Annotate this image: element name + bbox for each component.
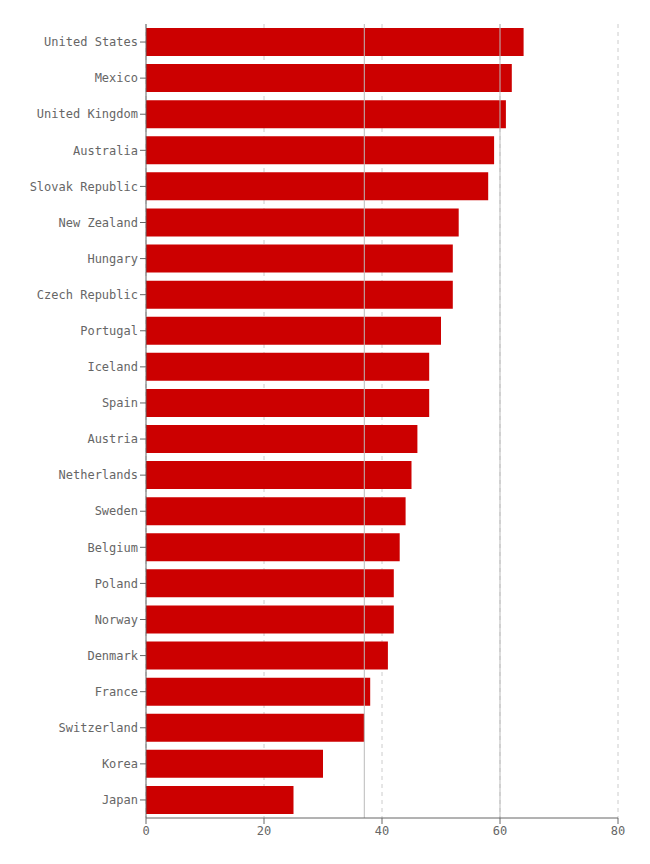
svg-text:0: 0 (142, 824, 149, 838)
svg-text:Poland: Poland (95, 577, 138, 591)
svg-text:Norway: Norway (95, 613, 138, 627)
svg-text:Japan: Japan (102, 793, 138, 807)
svg-text:Czech Republic: Czech Republic (37, 288, 138, 302)
svg-text:Spain: Spain (102, 396, 138, 410)
svg-text:Belgium: Belgium (87, 541, 138, 555)
svg-text:Austria: Austria (87, 432, 138, 446)
svg-text:Slovak Republic: Slovak Republic (30, 180, 138, 194)
svg-text:New Zealand: New Zealand (59, 216, 138, 230)
svg-text:40: 40 (375, 824, 389, 838)
svg-text:United Kingdom: United Kingdom (37, 107, 138, 121)
svg-text:Switzerland: Switzerland (59, 721, 138, 735)
svg-text:Hungary: Hungary (87, 252, 138, 266)
svg-text:Australia: Australia (73, 144, 138, 158)
svg-text:Sweden: Sweden (95, 504, 138, 518)
svg-text:60: 60 (493, 824, 507, 838)
svg-text:Netherlands: Netherlands (59, 468, 138, 482)
svg-text:Denmark: Denmark (87, 649, 138, 663)
svg-text:Mexico: Mexico (95, 71, 138, 85)
svg-text:Iceland: Iceland (87, 360, 138, 374)
svg-text:France: France (95, 685, 138, 699)
svg-text:Portugal: Portugal (80, 324, 138, 338)
svg-text:United States: United States (44, 35, 138, 49)
svg-text:Korea: Korea (102, 757, 138, 771)
svg-text:80: 80 (611, 824, 625, 838)
svg-text:20: 20 (257, 824, 271, 838)
